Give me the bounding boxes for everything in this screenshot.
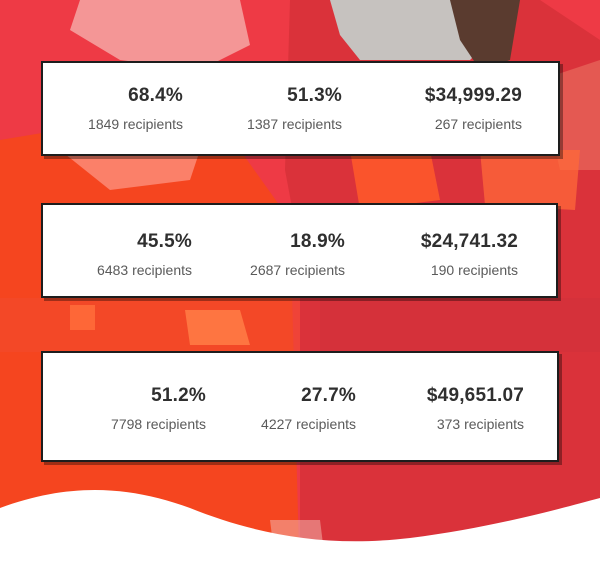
stat-click-rate: 27.7% 4227 recipients: [261, 385, 356, 433]
stats-card-2: 45.5% 6483 recipients 18.9% 2687 recipie…: [41, 203, 558, 298]
stat-value: $49,651.07: [426, 385, 524, 406]
stat-recipients: 267 recipients: [434, 116, 522, 132]
stat-recipients: 7798 recipients: [111, 416, 206, 432]
stat-value: 45.5%: [137, 231, 192, 252]
stat-open-rate: 68.4% 1849 recipients: [88, 85, 183, 133]
stat-value: $24,741.32: [420, 231, 518, 252]
stat-value: 51.3%: [287, 85, 342, 106]
stat-value: $34,999.29: [424, 85, 522, 106]
stat-open-rate: 45.5% 6483 recipients: [97, 231, 192, 279]
stat-value: 68.4%: [128, 85, 183, 106]
stat-recipients: 373 recipients: [436, 416, 524, 432]
stat-recipients: 190 recipients: [430, 262, 518, 278]
stat-click-rate: 51.3% 1387 recipients: [247, 85, 342, 133]
stat-recipients: 1849 recipients: [88, 116, 183, 132]
stat-recipients: 1387 recipients: [247, 116, 342, 132]
stat-click-rate: 18.9% 2687 recipients: [250, 231, 345, 279]
stat-revenue: $49,651.07 373 recipients: [427, 385, 524, 433]
stat-recipients: 6483 recipients: [97, 262, 192, 278]
stat-value: 27.7%: [301, 385, 356, 406]
stat-recipients: 2687 recipients: [250, 262, 345, 278]
stat-revenue: $24,741.32 190 recipients: [421, 231, 518, 279]
stat-recipients: 4227 recipients: [261, 416, 356, 432]
stat-open-rate: 51.2% 7798 recipients: [111, 385, 206, 433]
stats-card-1: 68.4% 1849 recipients 51.3% 1387 recipie…: [41, 61, 560, 156]
stat-value: 51.2%: [151, 385, 206, 406]
stat-value: 18.9%: [290, 231, 345, 252]
stats-card-3: 51.2% 7798 recipients 27.7% 4227 recipie…: [41, 351, 559, 462]
stat-revenue: $34,999.29 267 recipients: [425, 85, 522, 133]
